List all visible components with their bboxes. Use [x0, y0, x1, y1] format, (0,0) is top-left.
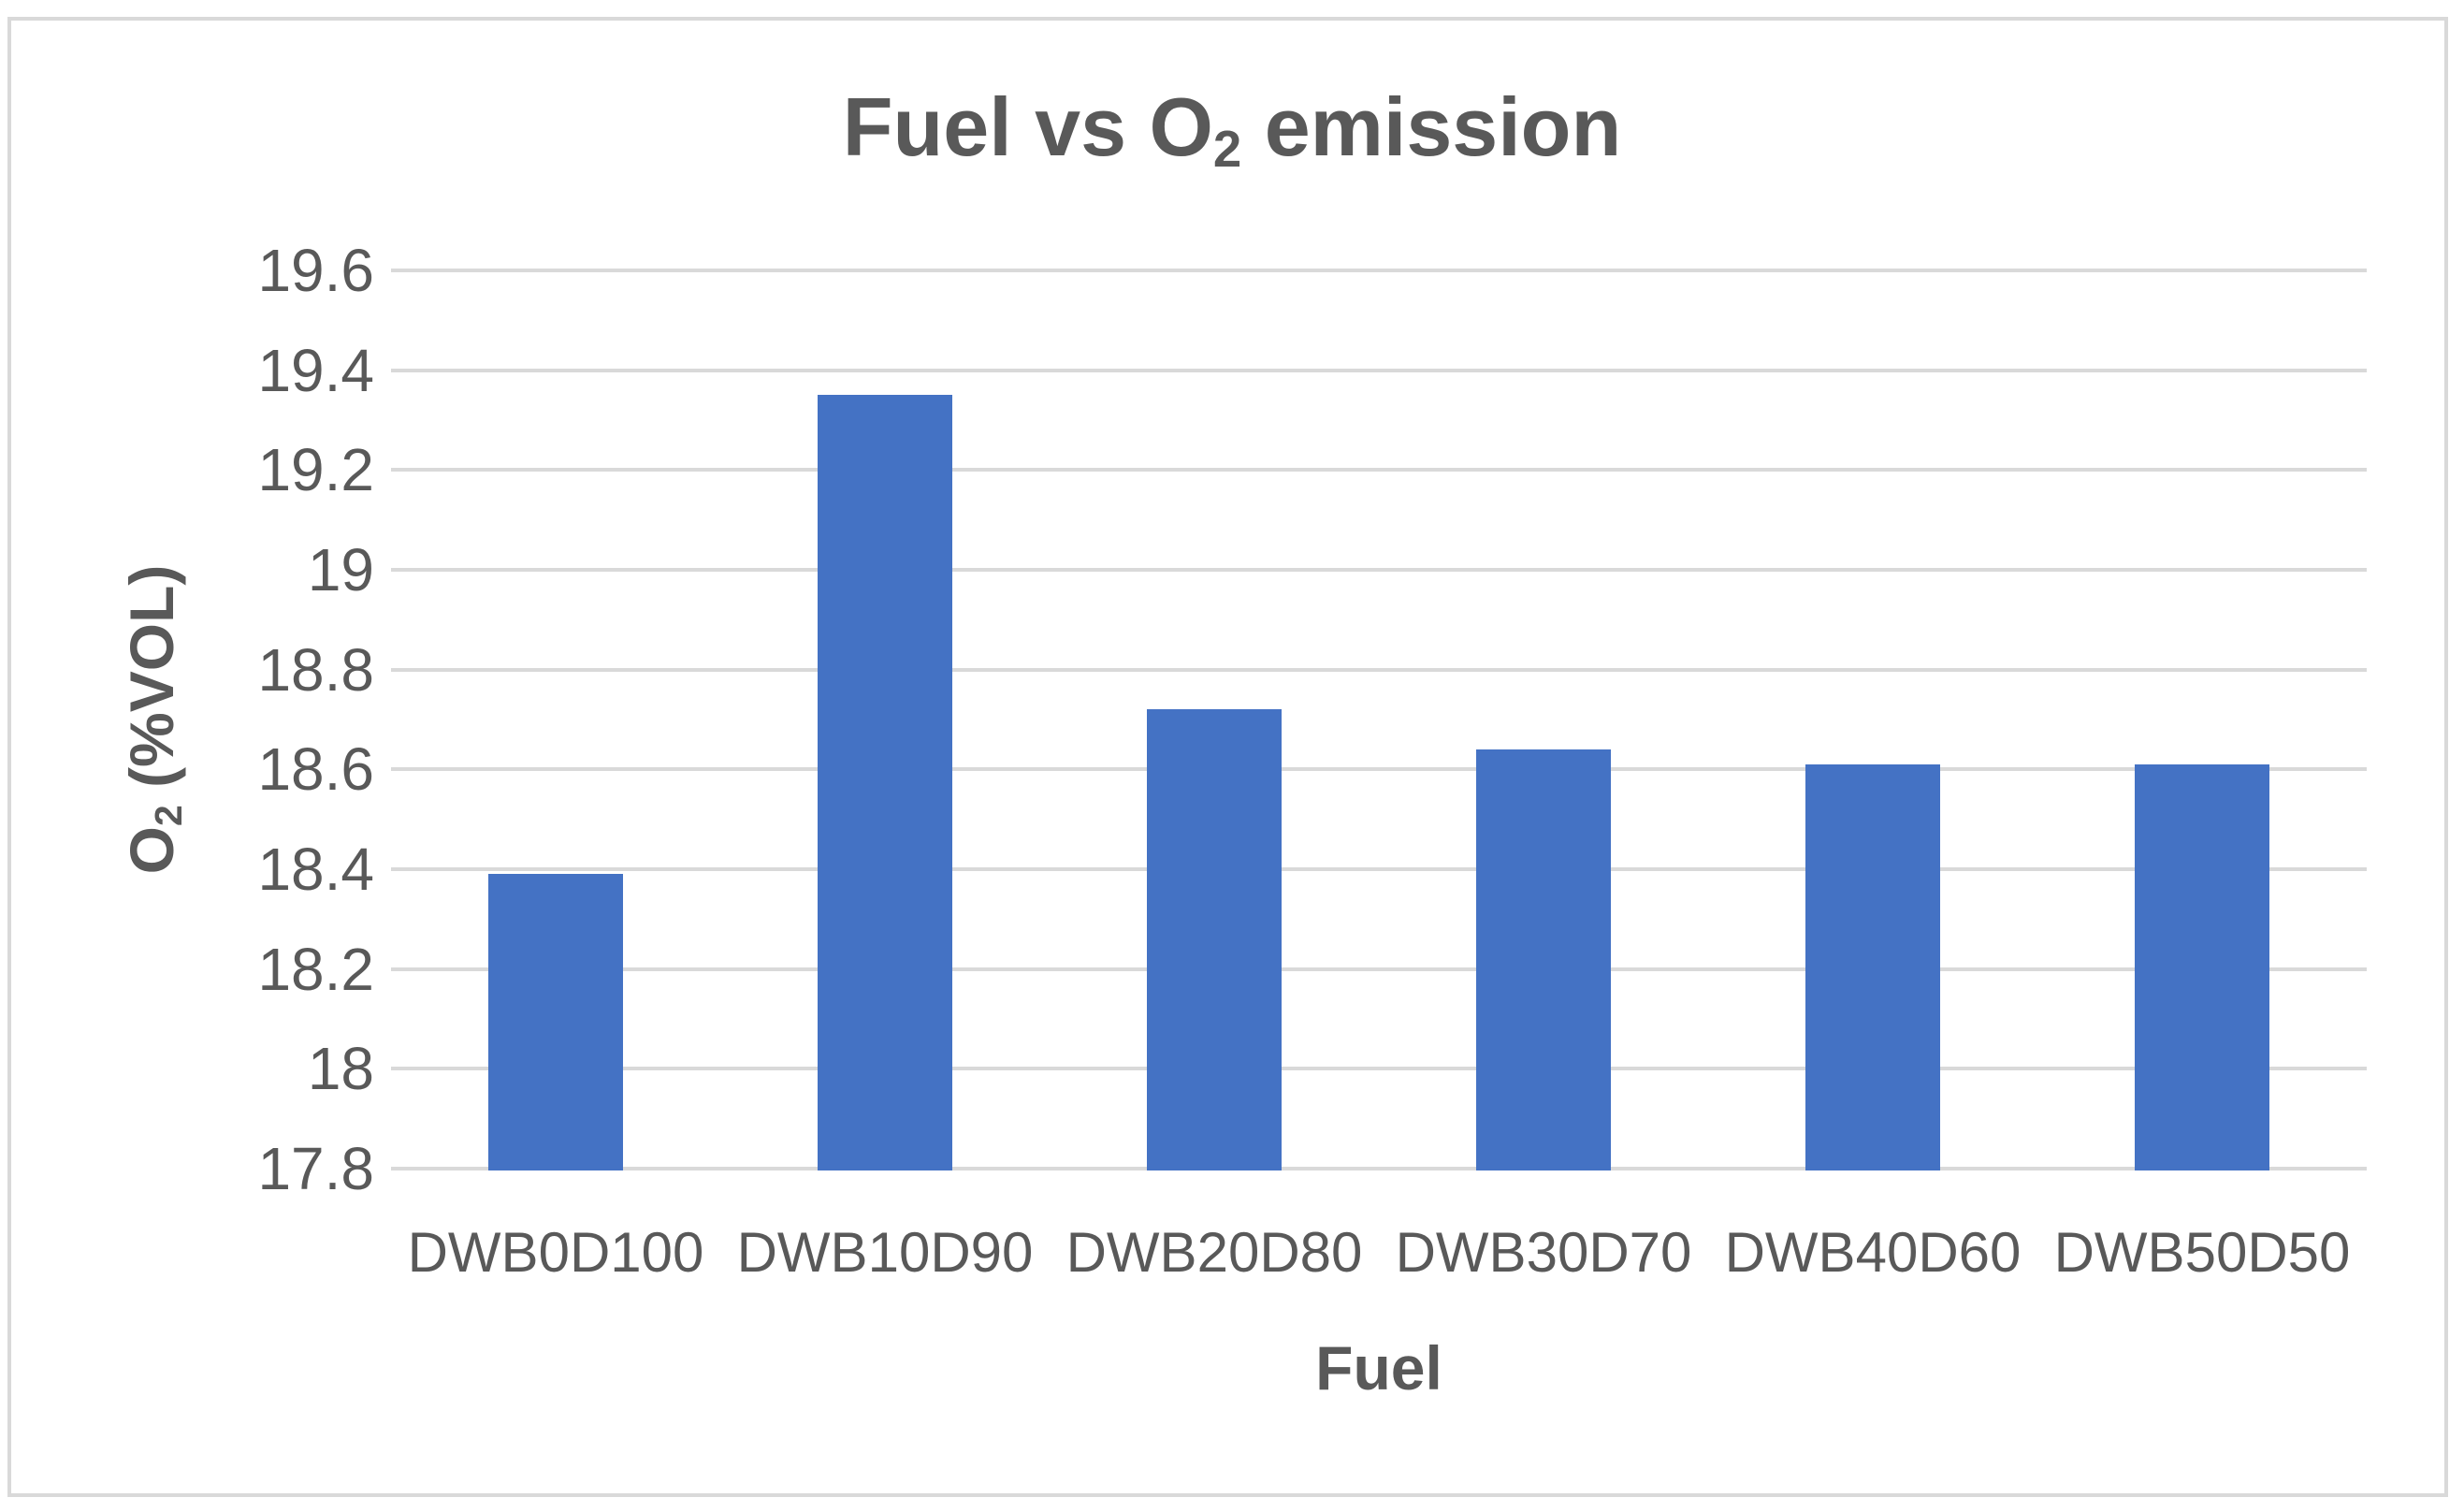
y-tick-label: 19.4	[257, 336, 374, 404]
y-tick-label: 18.8	[257, 635, 374, 704]
y-axis-title-subscript: 2	[147, 805, 190, 827]
bar-DWB40D60	[1805, 764, 1940, 1170]
y-axis-title: O2 (%VOL)	[116, 565, 190, 875]
gridline	[391, 1167, 2367, 1170]
chart-title: Fuel vs O2 emission	[0, 79, 2464, 187]
y-tick-label: 18.6	[257, 735, 374, 804]
x-tick-label: DWB0D100	[407, 1221, 704, 1284]
y-tick-label: 18.2	[257, 935, 374, 1003]
chart-border	[7, 17, 2448, 1497]
chart-title-text-end: emission	[1241, 80, 1622, 173]
x-axis-title: Fuel	[1315, 1333, 1442, 1403]
bar-DWB30D70	[1476, 749, 1611, 1170]
gridline	[391, 468, 2367, 472]
y-tick-label: 19.6	[257, 237, 374, 304]
gridline	[391, 767, 2367, 772]
gridline	[391, 867, 2367, 871]
chart-title-text: Fuel vs O	[842, 80, 1213, 173]
bar-DWB0D100	[488, 874, 623, 1170]
x-tick-label: DWB40D60	[1724, 1221, 2022, 1284]
x-tick-label: DWB10D90	[736, 1221, 1034, 1284]
y-tick-label: 17.8	[257, 1135, 374, 1202]
gridline	[391, 1067, 2367, 1071]
y-tick-label: 18.4	[257, 836, 374, 903]
x-tick-label: DWB50D50	[2053, 1221, 2351, 1284]
x-tick-label: DWB30D70	[1395, 1221, 1692, 1284]
bar-DWB50D50	[2135, 764, 2269, 1170]
x-tick-label: DWB20D80	[1065, 1221, 1363, 1284]
chart-title-subscript: 2	[1212, 121, 1242, 178]
plot-area	[391, 269, 2367, 1170]
y-tick-label: 19	[307, 536, 374, 603]
gridline	[391, 667, 2367, 672]
bar-DWB20D80	[1147, 709, 1282, 1170]
y-tick-label: 19.2	[257, 436, 374, 504]
gridline	[391, 967, 2367, 971]
bar-DWB10D90	[818, 395, 952, 1170]
gridline	[391, 568, 2367, 572]
y-tick-label: 18	[307, 1035, 374, 1103]
gridline	[391, 269, 2367, 272]
gridline	[391, 368, 2367, 372]
